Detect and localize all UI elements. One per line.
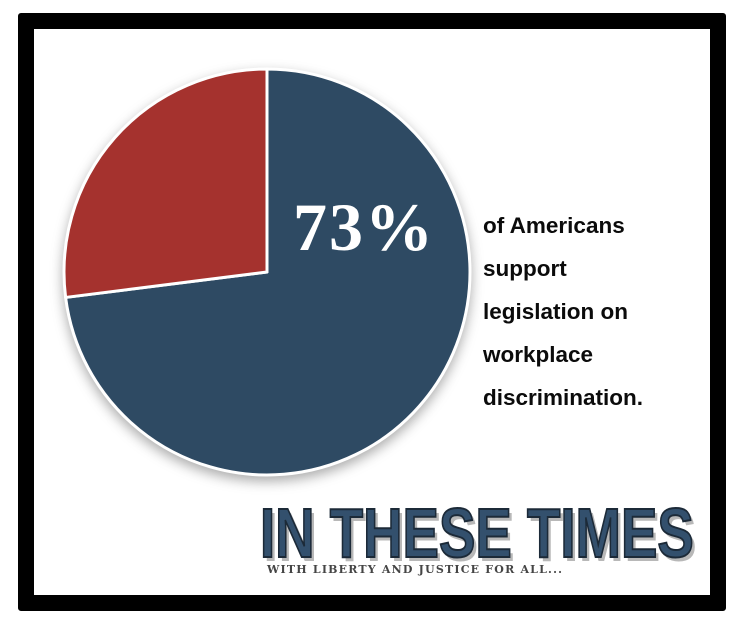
caption-text-block: of Americans support legislation on work… — [483, 204, 698, 419]
caption-line: support — [483, 256, 567, 281]
caption-line: workplace — [483, 342, 594, 367]
pie-percentage-label: 73% — [293, 189, 435, 265]
logo-title: IN THESE TIMES — [259, 494, 694, 572]
pie-chart — [59, 64, 475, 480]
caption-line: of Americans — [483, 213, 625, 238]
pie-svg — [62, 67, 472, 477]
logo-tagline: WITH LIBERTY AND JUSTICE FOR ALL... — [267, 563, 564, 576]
caption-line: legislation on — [483, 299, 629, 324]
caption-line: discrimination. — [483, 385, 644, 410]
pie-slice — [62, 67, 269, 299]
poster-border-frame — [18, 13, 726, 611]
